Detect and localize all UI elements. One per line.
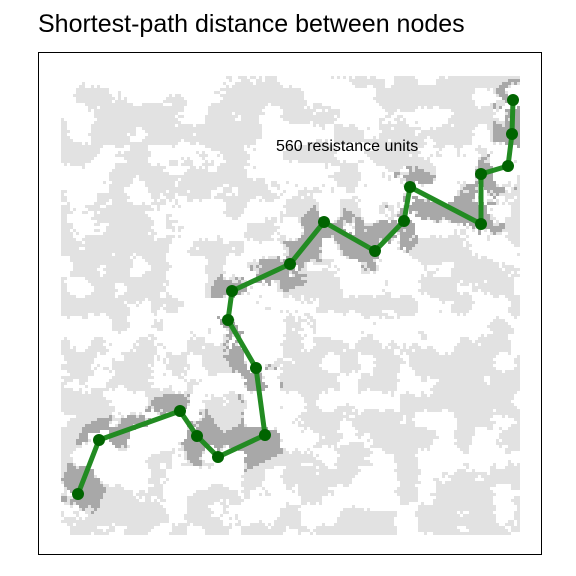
distance-annotation: 560 resistance units [276, 138, 418, 155]
path-nodes [72, 94, 519, 500]
resistance-raster-light [61, 76, 520, 535]
path-node-15 [475, 218, 487, 230]
resistance-raster-dark [61, 79, 520, 514]
path-node-1 [72, 488, 84, 500]
path-node-17 [502, 160, 514, 172]
raster-cells-light [61, 76, 520, 535]
path-node-4 [191, 430, 203, 442]
path-node-14 [404, 181, 416, 193]
path-node-13 [398, 215, 410, 227]
path-node-6 [259, 429, 271, 441]
path-node-5 [212, 451, 224, 463]
path-node-8 [222, 314, 234, 326]
path-node-19 [507, 94, 519, 106]
path-node-2 [93, 434, 105, 446]
path-node-16 [475, 168, 487, 180]
path-node-18 [506, 128, 518, 140]
path-node-10 [284, 258, 296, 270]
path-node-7 [250, 362, 262, 374]
path-node-11 [318, 216, 330, 228]
path-node-12 [369, 245, 381, 257]
path-node-9 [226, 285, 238, 297]
raster-cells-dark [61, 79, 520, 514]
map-title: Shortest-path distance between nodes [38, 10, 465, 38]
path-node-3 [174, 405, 186, 417]
